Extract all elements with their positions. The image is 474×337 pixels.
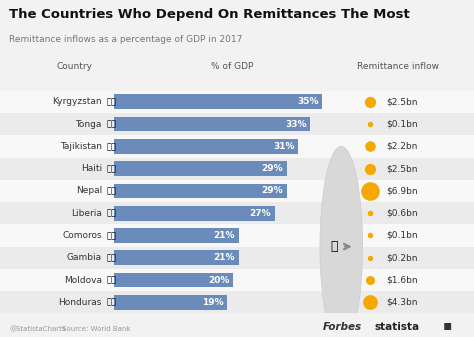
FancyBboxPatch shape [0, 202, 474, 224]
Text: 🇰🇲: 🇰🇲 [106, 231, 117, 240]
Text: 🇹🇯: 🇹🇯 [106, 142, 117, 151]
Text: $4.3bn: $4.3bn [386, 298, 418, 307]
Point [366, 211, 374, 216]
Text: $0.2bn: $0.2bn [386, 253, 418, 262]
Text: Tajikistan: Tajikistan [60, 142, 102, 151]
Text: Moldova: Moldova [64, 276, 102, 284]
FancyBboxPatch shape [114, 139, 299, 154]
Text: 29%: 29% [261, 164, 283, 173]
Text: 🇻🇳: 🇻🇳 [106, 97, 117, 106]
Text: 33%: 33% [285, 120, 307, 129]
Text: $2.2bn: $2.2bn [386, 142, 418, 151]
Text: 🇱🇷: 🇱🇷 [106, 209, 117, 218]
Text: ▪: ▪ [443, 318, 453, 332]
Text: Kyrgyzstan: Kyrgyzstan [52, 97, 102, 106]
FancyBboxPatch shape [114, 295, 227, 310]
Text: $0.1bn: $0.1bn [386, 231, 418, 240]
FancyBboxPatch shape [0, 135, 474, 157]
Text: $2.5bn: $2.5bn [386, 164, 418, 173]
Circle shape [320, 146, 363, 337]
Text: 19%: 19% [201, 298, 223, 307]
FancyBboxPatch shape [114, 161, 287, 176]
Text: 21%: 21% [214, 253, 235, 262]
Text: Haiti: Haiti [81, 164, 102, 173]
Text: Gambia: Gambia [67, 253, 102, 262]
Point [366, 188, 374, 194]
Text: 🇭🇹: 🇭🇹 [106, 164, 117, 173]
Text: 20%: 20% [208, 276, 229, 284]
Point [366, 277, 374, 283]
Text: $6.9bn: $6.9bn [386, 186, 418, 195]
FancyBboxPatch shape [114, 94, 322, 109]
Point [366, 121, 374, 127]
Text: 21%: 21% [214, 231, 235, 240]
Text: Remittance inflow: Remittance inflow [357, 62, 439, 71]
Text: Liberia: Liberia [71, 209, 102, 218]
FancyBboxPatch shape [0, 247, 474, 269]
Text: Remittance inflows as a percentage of GDP in 2017: Remittance inflows as a percentage of GD… [9, 35, 243, 44]
FancyBboxPatch shape [0, 113, 474, 135]
Text: Source: World Bank: Source: World Bank [62, 326, 130, 332]
Text: 💰: 💰 [330, 240, 338, 253]
Text: 35%: 35% [297, 97, 319, 106]
FancyBboxPatch shape [0, 91, 474, 113]
Point [366, 144, 374, 149]
Text: Nepal: Nepal [76, 186, 102, 195]
Text: $1.6bn: $1.6bn [386, 276, 418, 284]
FancyBboxPatch shape [0, 291, 474, 313]
FancyBboxPatch shape [114, 184, 287, 198]
FancyBboxPatch shape [0, 269, 474, 291]
Text: 31%: 31% [273, 142, 295, 151]
Text: $0.6bn: $0.6bn [386, 209, 418, 218]
Text: Forbes: Forbes [322, 322, 362, 332]
FancyBboxPatch shape [0, 157, 474, 180]
Text: Country: Country [56, 62, 92, 71]
Text: 29%: 29% [261, 186, 283, 195]
FancyBboxPatch shape [114, 117, 310, 131]
Text: 🇳🇵: 🇳🇵 [106, 186, 117, 195]
Text: 🇹🇴: 🇹🇴 [106, 120, 117, 129]
FancyBboxPatch shape [114, 273, 233, 287]
FancyBboxPatch shape [0, 224, 474, 247]
Text: statista: statista [374, 322, 419, 332]
Text: $2.5bn: $2.5bn [386, 97, 418, 106]
Text: $0.1bn: $0.1bn [386, 120, 418, 129]
FancyBboxPatch shape [114, 206, 274, 220]
Point [366, 166, 374, 171]
FancyBboxPatch shape [114, 250, 239, 265]
Text: Tonga: Tonga [75, 120, 102, 129]
Point [366, 300, 374, 305]
Text: @StatistaCharts: @StatistaCharts [9, 326, 66, 332]
Text: 27%: 27% [249, 209, 271, 218]
Point [366, 255, 374, 261]
Text: % of GDP: % of GDP [211, 62, 254, 71]
Text: The Countries Who Depend On Remittances The Most: The Countries Who Depend On Remittances … [9, 8, 410, 22]
Text: Honduras: Honduras [58, 298, 102, 307]
Text: Comoros: Comoros [62, 231, 102, 240]
FancyBboxPatch shape [114, 228, 239, 243]
Point [366, 233, 374, 238]
Text: 🇬🇲: 🇬🇲 [106, 253, 117, 262]
Text: 🇭🇳: 🇭🇳 [106, 298, 117, 307]
Point [366, 99, 374, 104]
Text: 🇲🇩: 🇲🇩 [106, 276, 117, 284]
FancyBboxPatch shape [0, 180, 474, 202]
